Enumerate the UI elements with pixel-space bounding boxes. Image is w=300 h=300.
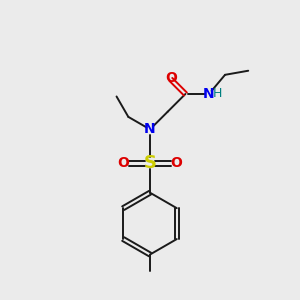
Text: H: H bbox=[212, 88, 222, 100]
Text: S: S bbox=[143, 154, 157, 172]
Text: N: N bbox=[144, 122, 156, 136]
Text: O: O bbox=[171, 156, 182, 170]
Text: O: O bbox=[165, 71, 177, 85]
Text: N: N bbox=[203, 87, 215, 101]
Text: O: O bbox=[118, 156, 129, 170]
